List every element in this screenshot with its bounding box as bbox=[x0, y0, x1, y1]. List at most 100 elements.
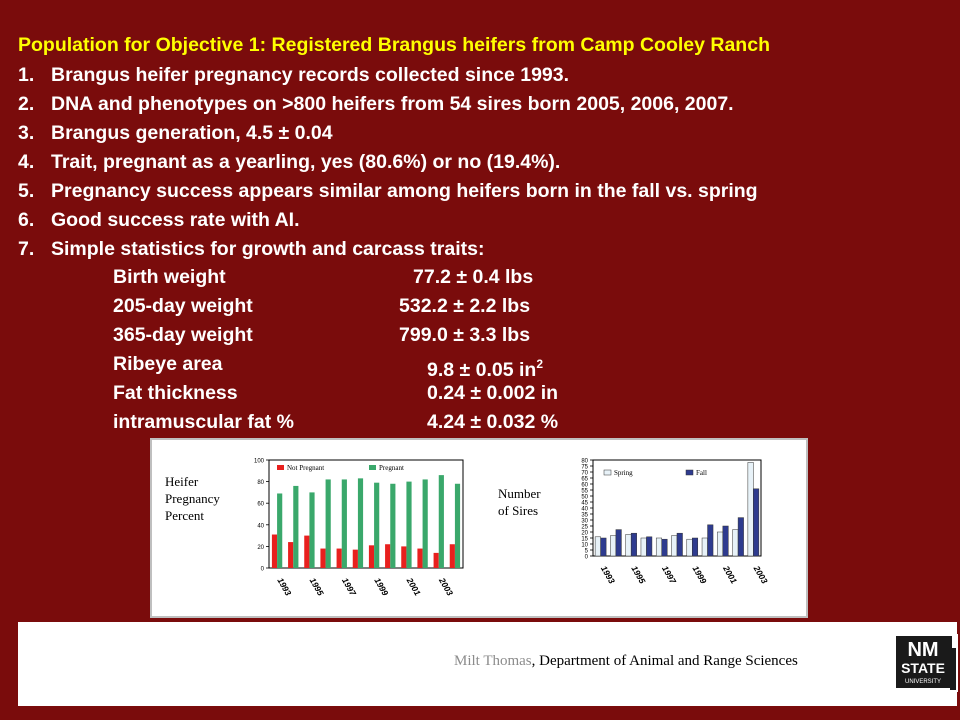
stat-label: Ribeye area bbox=[113, 353, 223, 375]
legend-label: Not Pregnant bbox=[287, 464, 324, 472]
y-tick-label: 35 bbox=[581, 513, 588, 519]
list-item: 7. Simple statistics for growth and carca… bbox=[18, 235, 758, 264]
bar-spring bbox=[655, 537, 662, 557]
x-tick-label: 1999 bbox=[372, 576, 390, 598]
chart-2: Number of Sires 05101520253035404550556065… bbox=[498, 459, 770, 587]
bullet-list: 1. Brangus heifer pregnancy records colle… bbox=[18, 61, 758, 264]
bar-fall bbox=[646, 536, 653, 557]
bar-pregnant bbox=[438, 475, 444, 568]
bar-spring bbox=[610, 535, 617, 557]
y-tick-label: 15 bbox=[581, 537, 588, 543]
x-tick-label: 2003 bbox=[437, 575, 456, 597]
y-tick-label: 25 bbox=[581, 525, 588, 531]
stat-row: Birth weight 77.2 ± 0.4 lbs bbox=[113, 263, 633, 292]
bar-pregnant bbox=[341, 479, 347, 568]
bar-not-pregnant bbox=[336, 548, 342, 568]
x-tick-label: 2001 bbox=[721, 563, 740, 585]
stat-label: 365-day weight bbox=[113, 324, 253, 346]
slide-title: Population for Objective 1: Registered B… bbox=[18, 34, 770, 56]
chart-side-label: Number bbox=[498, 486, 541, 501]
bar-spring bbox=[701, 537, 708, 557]
stat-superscript: 2 bbox=[536, 357, 544, 371]
plot-frame bbox=[268, 459, 464, 569]
bar-fall bbox=[737, 517, 744, 557]
y-tick-label: 70 bbox=[581, 471, 588, 477]
stat-label: Fat thickness bbox=[113, 382, 238, 404]
bar-fall bbox=[722, 525, 729, 557]
bar-pregnant bbox=[422, 479, 428, 568]
bar-fall bbox=[600, 537, 607, 557]
y-tick-label: 60 bbox=[581, 483, 588, 489]
list-item: 6. Good success rate with AI. bbox=[18, 206, 758, 235]
stat-row: Ribeye area 9.8 ± 0.05 in2 bbox=[113, 350, 633, 381]
stat-value-text: 77.2 ± 0.4 lbs bbox=[413, 266, 534, 288]
list-item: 3. Brangus generation, 4.5 ± 0.04 bbox=[18, 119, 758, 148]
bar-fall bbox=[630, 532, 637, 557]
stat-value-text: 4.24 ± 0.032 % bbox=[427, 411, 559, 433]
y-tick-label: 45 bbox=[581, 501, 588, 507]
bar-not-pregnant bbox=[320, 548, 326, 568]
legend-swatch bbox=[369, 465, 376, 470]
x-tick-label: 1995 bbox=[629, 564, 647, 586]
chart-side-label: Pregnancy bbox=[165, 491, 220, 506]
bar-fall bbox=[676, 532, 683, 557]
list-item-text: Pregnancy success appears similar among … bbox=[51, 180, 758, 202]
chart-side-label: Percent bbox=[165, 508, 204, 523]
x-tick-label: 1993 bbox=[275, 576, 293, 598]
bar-not-pregnant bbox=[417, 548, 423, 568]
bar-not-pregnant bbox=[401, 546, 407, 568]
bar-pregnant bbox=[374, 482, 380, 568]
bar-spring bbox=[717, 531, 724, 557]
y-tick-label: 40 bbox=[581, 507, 588, 513]
stat-row: 205-day weight 532.2 ± 2.2 lbs bbox=[113, 292, 633, 321]
affiliation: , Department of Animal and Range Science… bbox=[531, 653, 798, 669]
bar-pregnant bbox=[454, 483, 461, 568]
stat-value: 9.8 ± 0.05 in2 bbox=[427, 350, 543, 385]
bar-fall bbox=[753, 488, 760, 557]
stat-label: intramuscular fat % bbox=[113, 411, 294, 433]
x-tick-label: 1995 bbox=[308, 576, 326, 598]
footer-bar: Milt Thomas, Department of Animal and Ra… bbox=[18, 622, 958, 706]
bar-fall bbox=[707, 524, 714, 557]
list-item-text: Good success rate with AI. bbox=[51, 209, 300, 231]
x-tick-label: 1999 bbox=[691, 564, 709, 586]
y-tick-label: 55 bbox=[581, 489, 588, 495]
stat-label: Birth weight bbox=[113, 266, 226, 288]
author-name: Milt Thomas bbox=[454, 653, 532, 669]
list-item-number: 7. bbox=[18, 238, 35, 260]
stat-label: 205-day weight bbox=[113, 295, 253, 317]
bar-spring bbox=[671, 535, 678, 557]
bar-pregnant bbox=[406, 481, 412, 568]
list-item-number: 3. bbox=[18, 122, 35, 144]
x-tick-label: 1997 bbox=[340, 576, 359, 598]
bar-not-pregnant bbox=[352, 549, 358, 568]
bar-spring bbox=[625, 534, 632, 557]
bar-spring bbox=[640, 537, 647, 557]
legend-swatch bbox=[277, 465, 284, 470]
x-tick-label: 2001 bbox=[404, 575, 423, 597]
y-tick-label: 50 bbox=[581, 495, 588, 501]
y-tick-label: 40 bbox=[257, 523, 264, 529]
stat-row: Fat thickness 0.24 ± 0.002 in bbox=[113, 379, 633, 408]
bar-pregnant bbox=[277, 493, 283, 568]
list-item-number: 1. bbox=[18, 64, 35, 86]
y-tick-label: 10 bbox=[581, 543, 588, 549]
y-tick-label: 20 bbox=[257, 545, 264, 551]
list-item: 4. Trait, pregnant as a yearling, yes (80… bbox=[18, 148, 758, 177]
list-item-text: Trait, pregnant as a yearling, yes (80.6… bbox=[51, 151, 561, 173]
logo-line2: STATE bbox=[901, 660, 945, 676]
list-item: 2. DNA and phenotypes on >800 heifers fro… bbox=[18, 90, 758, 119]
bar-spring bbox=[747, 462, 754, 557]
list-item: 1. Brangus heifer pregnancy records colle… bbox=[18, 61, 758, 90]
bar-not-pregnant bbox=[385, 544, 391, 568]
x-tick-label: 1993 bbox=[599, 564, 617, 586]
bar-spring bbox=[686, 538, 693, 557]
legend-label: Pregnant bbox=[379, 464, 404, 472]
y-tick-label: 0 bbox=[261, 567, 265, 573]
legend-swatch bbox=[603, 469, 612, 476]
figure-panel: Heifer Pregnancy Percent 0 20 40 60 80 100 Not Pr… bbox=[150, 438, 808, 618]
bar-pregnant bbox=[325, 479, 331, 568]
stat-row: intramuscular fat % 4.24 ± 0.032 % bbox=[113, 408, 633, 437]
legend-swatch bbox=[685, 469, 694, 476]
stat-value: 799.0 ± 3.3 lbs bbox=[399, 321, 530, 350]
